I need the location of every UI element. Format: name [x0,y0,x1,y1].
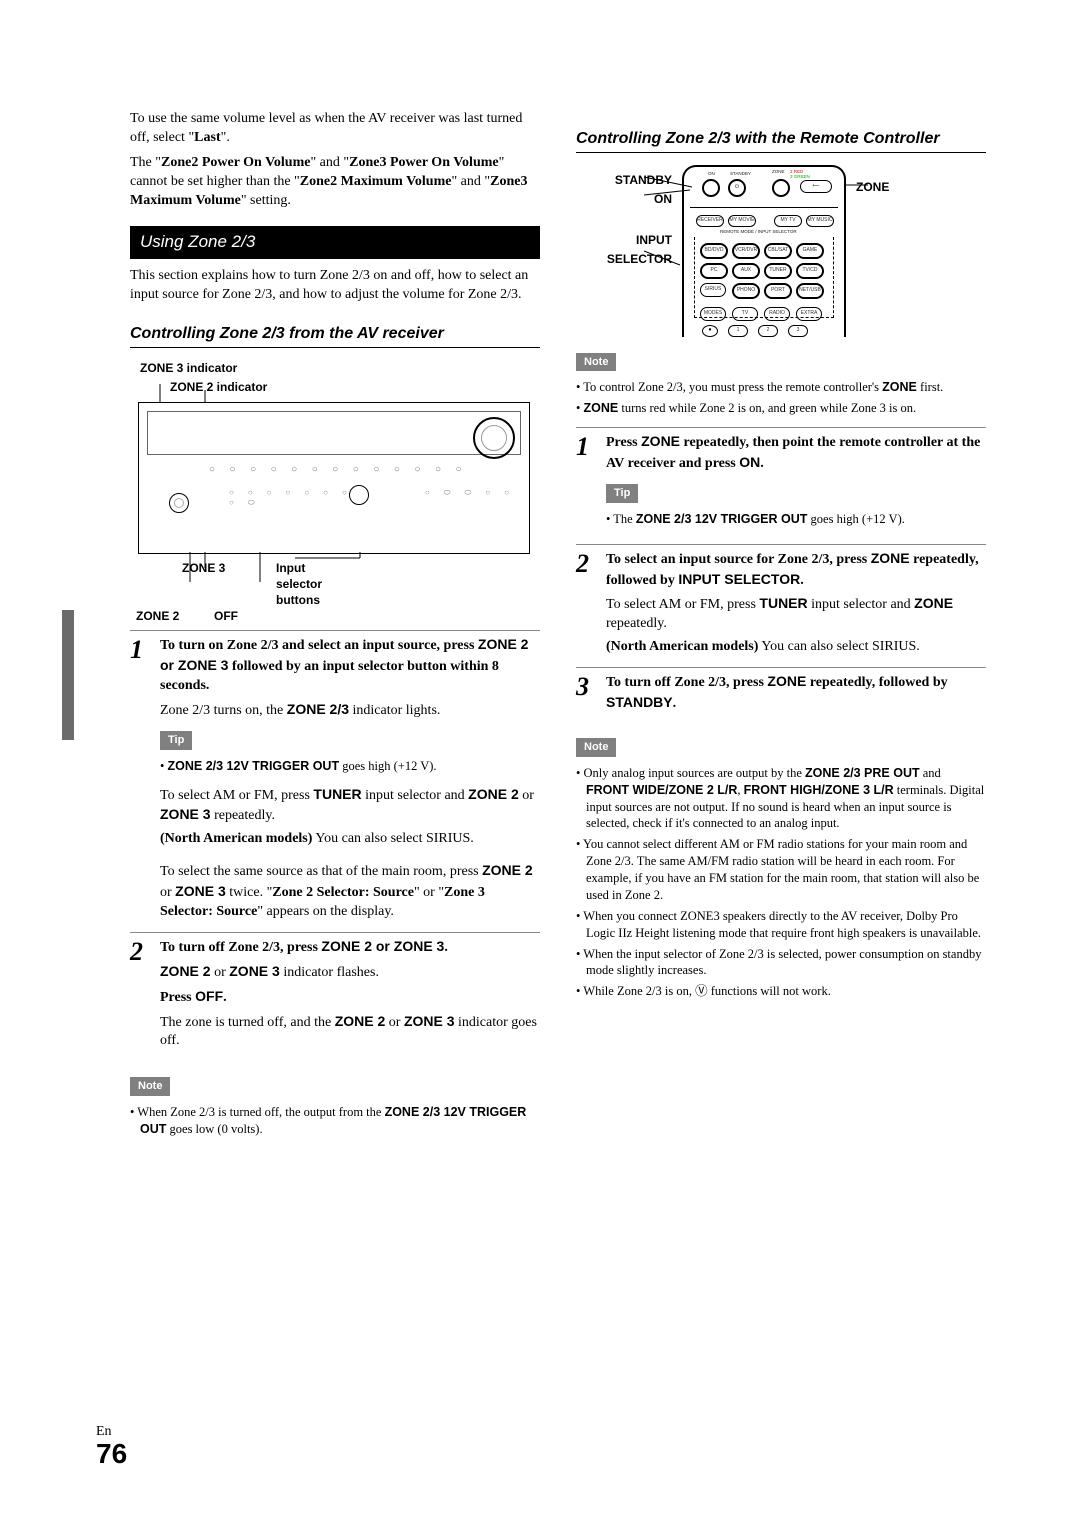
right-step1-head: Press ZONE repeatedly, then point the re… [606,432,986,474]
right-subhead: Controlling Zone 2/3 with the Remote Con… [576,128,986,150]
right-note2-3: When you connect ZONE3 speakers directly… [576,908,986,942]
right-step3-head: To turn off Zone 2/3, press ZONE repeate… [606,672,986,714]
right-note1-1: To control Zone 2/3, you must press the … [576,379,986,396]
right-step1-tip1: The ZONE 2/3 12V TRIGGER OUT goes high (… [606,511,986,528]
left-step2-b1: ZONE 2 or ZONE 3 indicator flashes. [160,962,540,983]
left-step1-b2: To select AM or FM, press TUNER input se… [160,785,540,827]
on-label: ON [576,190,672,209]
selector-label: SELECTOR [576,250,672,269]
intro-p1: To use the same volume level as when the… [130,110,540,148]
left-note-1: When Zone 2/3 is turned off, the output … [130,1104,540,1138]
section-heading-using-zone: Using Zone 2/3 [130,226,540,259]
page-footer: En 76 [96,1424,127,1468]
section1-p1: This section explains how to turn Zone 2… [130,267,540,305]
left-step2-head: To turn off Zone 2/3, press ZONE 2 or ZO… [160,937,540,958]
section-side-tab [62,610,74,740]
right-note2-4: When the input selector of Zone 2/3 is s… [576,946,986,980]
intro-p2: The "Zone2 Power On Volume" and "Zone3 P… [130,154,540,211]
right-step2-b2: (North American models) You can also sel… [606,638,986,657]
left-subhead-rule [130,347,540,348]
right-note2-2: You cannot select different AM or FM rad… [576,836,986,904]
right-note2-label: Note [576,738,616,757]
off-bottom-label: OFF [214,608,286,624]
standby-label: STANDBY [576,171,672,190]
zone2-bottom-label: ZONE 2 [136,608,214,624]
z3-indicator-label: indicator [183,361,237,375]
right-step-3: 3 To turn off Zone 2/3, press ZONE repea… [576,667,986,718]
right-note2-5: While Zone 2/3 is on, Ⓥ functions will n… [576,983,986,1000]
left-step2-b3: The zone is turned off, and the ZONE 2 o… [160,1012,540,1052]
right-note1-label: Note [576,353,616,372]
right-step2-head: To select an input source for Zone 2/3, … [606,549,986,591]
left-column: To use the same volume level as when the… [130,110,540,1148]
left-subhead: Controlling Zone 2/3 from the AV receive… [130,323,540,345]
remote-diagram: STANDBY ON INPUT SELECTOR ON STANDBY ZON… [576,165,986,337]
right-tip-label: Tip [606,484,638,503]
right-step1-num: 1 [576,432,606,538]
right-note1-2: ZONE turns red while Zone 2 is on, and g… [576,400,986,417]
right-column: Controlling Zone 2/3 with the Remote Con… [576,110,986,1148]
left-step1-b1: Zone 2/3 turns on, the ZONE 2/3 indicato… [160,700,540,721]
left-step1-b3: (North American models) You can also sel… [160,830,540,849]
remote-body-drawing: ON STANDBY ZONE 2 RED 3 GREEN ⏻ ⟵ RECEIV… [682,165,846,337]
receiver-front-drawing: ○ ○ ○ ○ ○ ○ ○ ○ ○ ○ ○ ○ ○ ○ ○ ○ ○ ○ ○ ○ … [138,402,530,554]
left-step1-tip1: ZONE 2/3 12V TRIGGER OUT goes high (+12 … [160,758,540,775]
right-subhead-rule [576,152,986,153]
right-note2-1: Only analog input sources are output by … [576,765,986,833]
step2-num: 2 [130,937,160,1055]
left-step1-head: To turn on Zone 2/3 and select an input … [160,635,540,696]
left-step-2: 2 To turn off Zone 2/3, press ZONE 2 or … [130,932,540,1055]
left-step2-b2: Press OFF. [160,987,540,1008]
left-note-label: Note [130,1077,170,1096]
right-step-2: 2 To select an input source for Zone 2/3… [576,544,986,661]
right-step3-num: 3 [576,672,606,718]
receiver-diagram: ZONE 3 indicator ZONE 2 indicator ○ ○ ○ … [130,360,540,625]
input-label: INPUT [576,231,672,250]
page-number: 76 [96,1440,127,1468]
left-step1-b4: To select the same source as that of the… [160,861,540,922]
right-step2-num: 2 [576,549,606,661]
tip-label: Tip [160,731,192,750]
right-step2-b1: To select AM or FM, press TUNER input se… [606,594,986,634]
right-step-1: 1 Press ZONE repeatedly, then point the … [576,427,986,538]
left-step-1: 1 To turn on Zone 2/3 and select an inpu… [130,630,540,926]
step1-num: 1 [130,635,160,926]
